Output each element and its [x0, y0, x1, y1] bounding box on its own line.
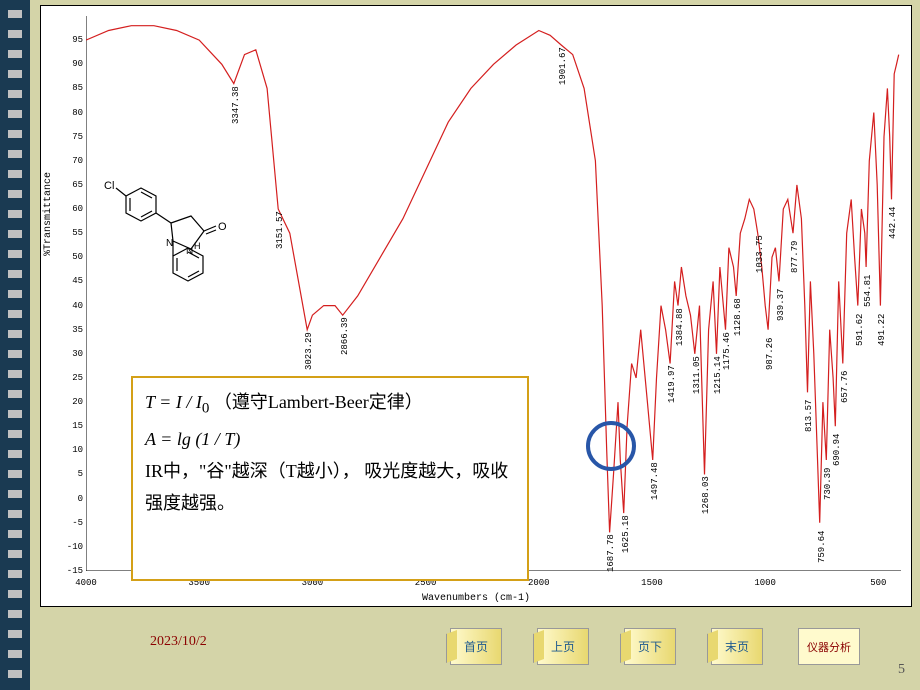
- y-tick: 25: [53, 373, 83, 383]
- svg-text:N: N: [166, 238, 173, 249]
- svg-text:O: O: [218, 221, 227, 233]
- last-page-button[interactable]: 末页: [711, 628, 763, 665]
- y-tick: 90: [53, 59, 83, 69]
- next-page-button[interactable]: 页下: [624, 628, 676, 665]
- analyze-button[interactable]: 仪器分析: [798, 628, 860, 665]
- peak-label: 759.64: [817, 530, 827, 562]
- y-tick: 55: [53, 228, 83, 238]
- peak-label: 1625.18: [621, 515, 631, 553]
- peak-label: 1311.05: [692, 356, 702, 394]
- peak-label: 1384.88: [675, 308, 685, 346]
- svg-text:H: H: [194, 241, 201, 251]
- y-tick: -10: [53, 542, 83, 552]
- svg-text:N: N: [186, 246, 193, 257]
- peak-label: 730.39: [823, 468, 833, 500]
- prev-page-button[interactable]: 上页: [537, 628, 589, 665]
- y-tick: 5: [53, 469, 83, 479]
- formula-line-3: IR中，"谷"越深（T越小）， 吸光度越大，吸收强度越强。: [145, 455, 515, 520]
- peak-label: 1128.68: [733, 298, 743, 336]
- molecule-structure: Cl O N N H: [96, 161, 266, 311]
- peak-label: 554.81: [863, 275, 873, 307]
- y-tick: 0: [53, 494, 83, 504]
- y-tick: 85: [53, 83, 83, 93]
- peak-label: 1687.78: [606, 535, 616, 573]
- x-tick: 500: [870, 578, 886, 588]
- ir-spectrum-chart: %Transmittance Wavenumbers (cm-1) -15-10…: [40, 5, 912, 607]
- y-tick: 50: [53, 252, 83, 262]
- y-tick: 35: [53, 325, 83, 335]
- peak-label: 3023.29: [304, 332, 314, 370]
- formula-line-1: T = I / I0 （遵守Lambert-Beer定律）: [145, 386, 515, 423]
- peak-label: 442.44: [888, 207, 898, 239]
- y-tick: 65: [53, 180, 83, 190]
- y-tick: 75: [53, 132, 83, 142]
- x-tick: 2000: [528, 578, 550, 588]
- peak-label: 1497.48: [650, 462, 660, 500]
- date-text: 2023/10/2: [150, 634, 207, 650]
- peak-label: 939.37: [776, 289, 786, 321]
- peak-label: 1901.67: [558, 47, 568, 85]
- y-tick: 80: [53, 108, 83, 118]
- y-tick: 70: [53, 156, 83, 166]
- spiral-binding: [0, 0, 30, 690]
- x-tick: 1000: [754, 578, 776, 588]
- first-page-button[interactable]: 首页: [450, 628, 502, 665]
- peak-label: 1419.97: [667, 366, 677, 404]
- y-tick: 10: [53, 445, 83, 455]
- peak-label: 1175.46: [722, 332, 732, 370]
- x-axis-label: Wavenumbers (cm-1): [422, 593, 530, 604]
- y-tick: -15: [53, 566, 83, 576]
- y-tick: 45: [53, 276, 83, 286]
- formula-line-2: A = lg (1 / T): [145, 423, 515, 455]
- svg-text:Cl: Cl: [104, 180, 114, 192]
- peak-label: 987.26: [765, 337, 775, 369]
- peak-label: 813.57: [804, 400, 814, 432]
- peak-label: 3347.38: [231, 86, 241, 124]
- formula-text-box: T = I / I0 （遵守Lambert-Beer定律） A = lg (1 …: [131, 376, 529, 581]
- y-tick: 30: [53, 349, 83, 359]
- x-tick: 4000: [75, 578, 97, 588]
- y-tick: 95: [53, 35, 83, 45]
- highlight-circle: [586, 421, 636, 471]
- peak-label: 1268.03: [701, 477, 711, 515]
- peak-label: 690.94: [832, 434, 842, 466]
- peak-label: 491.22: [877, 313, 887, 345]
- peak-label: 2866.39: [340, 317, 350, 355]
- y-tick: 15: [53, 421, 83, 431]
- nav-bar: 首页 上页 页下 末页 仪器分析: [450, 628, 860, 665]
- peak-label: 877.79: [790, 241, 800, 273]
- y-tick: 60: [53, 204, 83, 214]
- peak-label: 591.62: [855, 313, 865, 345]
- y-tick: -5: [53, 518, 83, 528]
- y-tick: 40: [53, 301, 83, 311]
- peak-label: 657.76: [840, 371, 850, 403]
- y-tick: 20: [53, 397, 83, 407]
- peak-label: 1033.75: [755, 235, 765, 273]
- x-tick: 1500: [641, 578, 663, 588]
- page-number: 5: [898, 662, 905, 678]
- peak-label: 3151.57: [275, 211, 285, 249]
- molecule-svg: Cl O N N H: [96, 161, 266, 311]
